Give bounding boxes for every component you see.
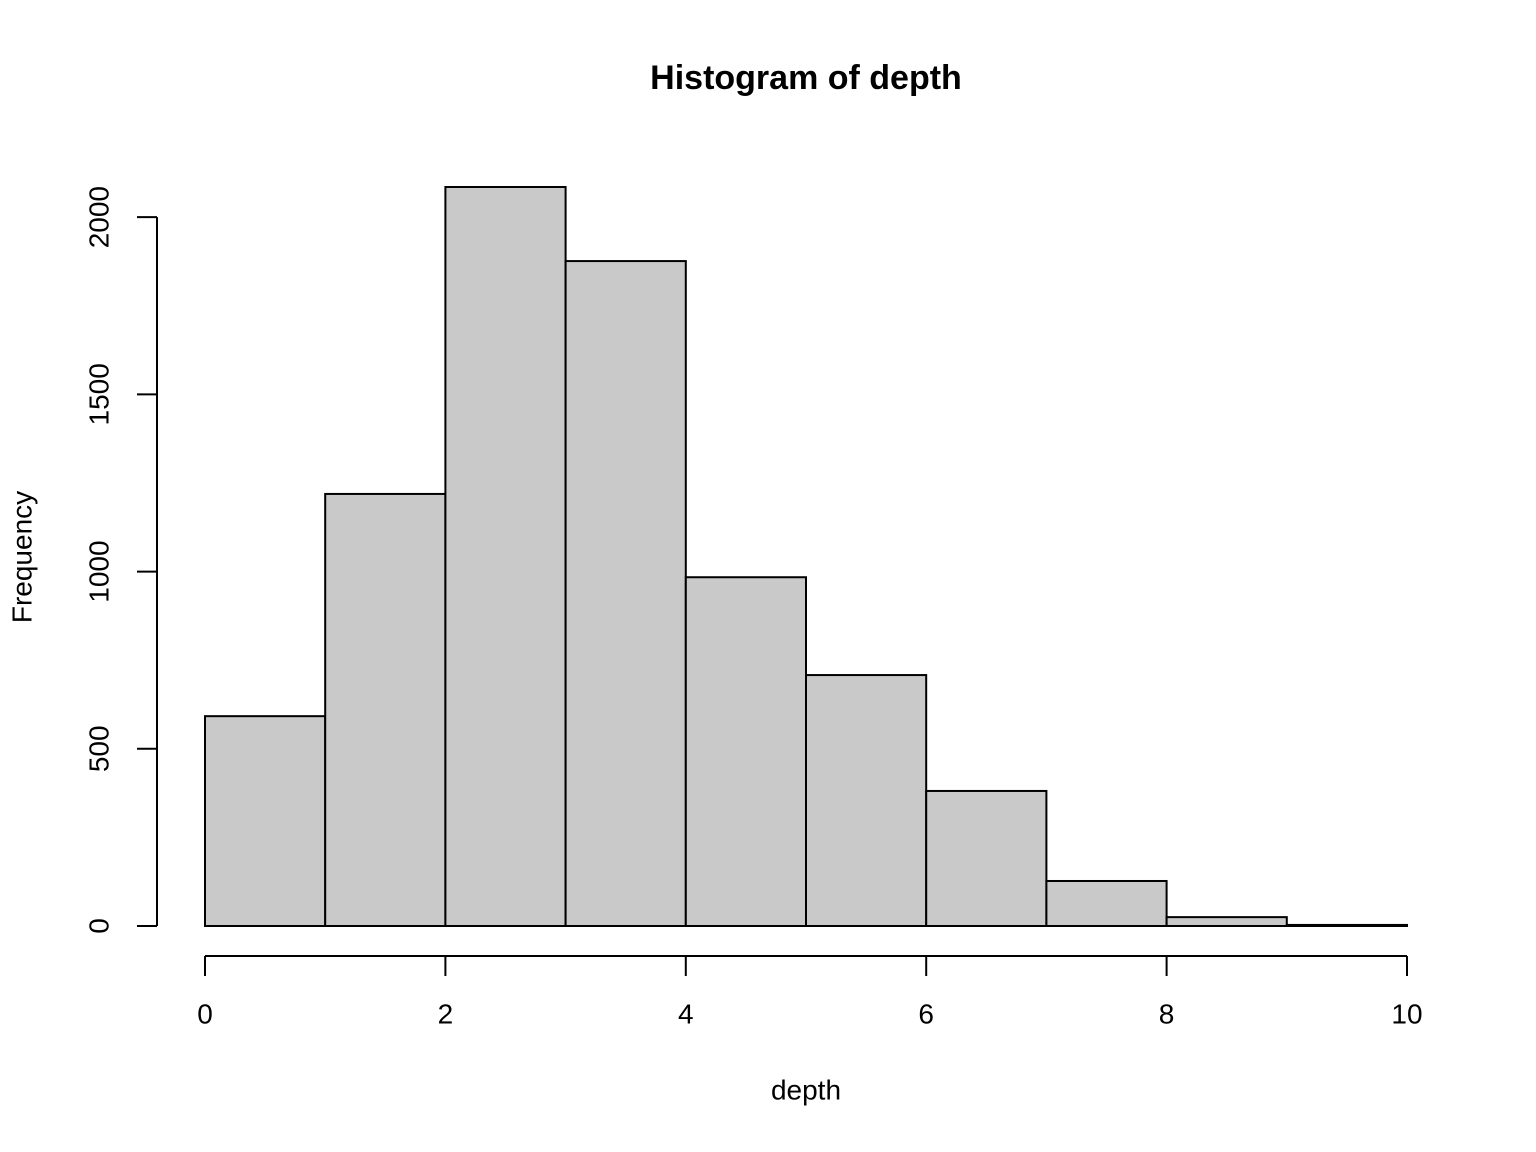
bar: [925, 789, 1048, 927]
x-tick-label: 6: [918, 998, 934, 1029]
bar: [324, 492, 447, 927]
bar: [1045, 879, 1168, 927]
bar: [204, 715, 327, 928]
bar: [1285, 923, 1409, 928]
bar: [564, 260, 687, 927]
y-tick-label: 1500: [83, 363, 114, 425]
y-axis-label: Frequency: [6, 491, 37, 623]
x-tick-label: 0: [197, 998, 213, 1029]
bar: [1165, 916, 1288, 928]
x-tick-label: 4: [678, 998, 694, 1029]
x-tick-label: 10: [1391, 998, 1422, 1029]
y-tick-label: 0: [83, 918, 114, 934]
x-axis-label: depth: [771, 1074, 841, 1105]
y-tick-label: 500: [83, 725, 114, 772]
y-tick-label: 1000: [83, 540, 114, 602]
bar: [684, 576, 807, 928]
x-tick-label: 8: [1159, 998, 1175, 1029]
y-tick-label: 2000: [83, 186, 114, 248]
bar: [805, 674, 928, 928]
chart-title: Histogram of depth: [650, 59, 962, 97]
x-tick-label: 2: [438, 998, 454, 1029]
bar: [444, 186, 567, 927]
